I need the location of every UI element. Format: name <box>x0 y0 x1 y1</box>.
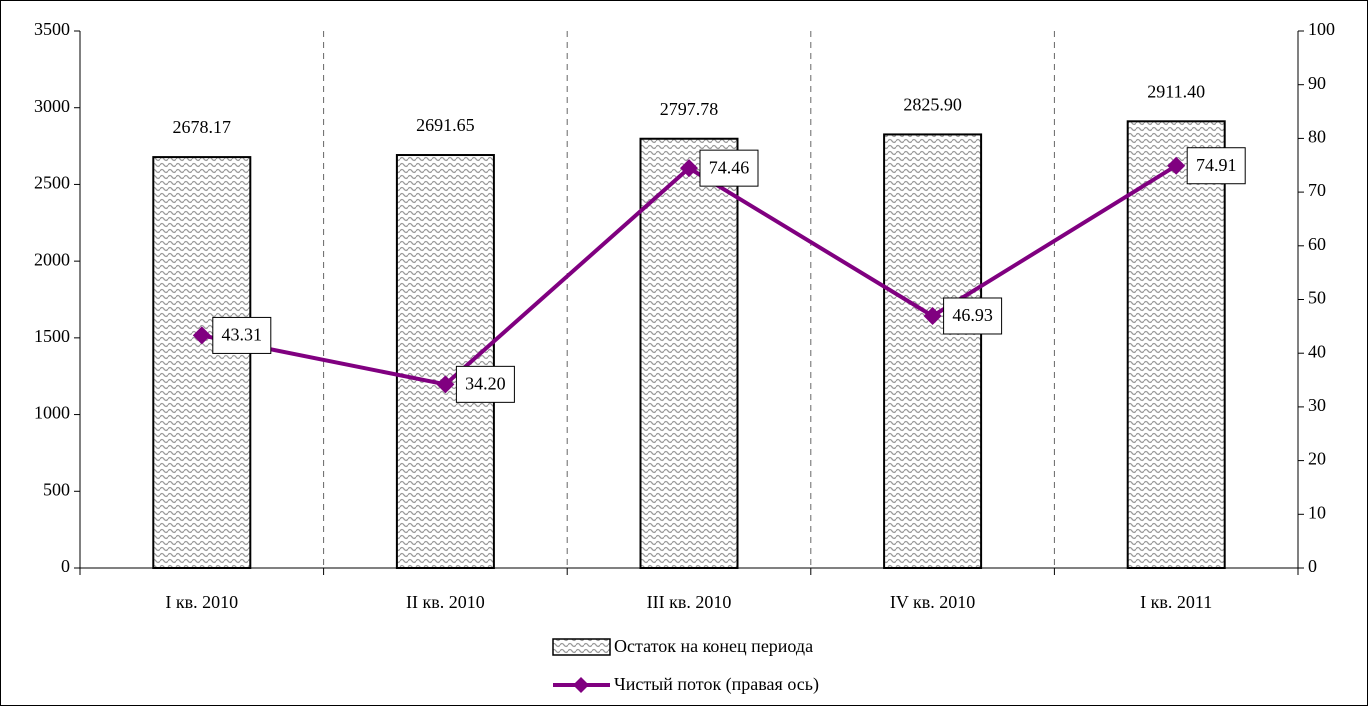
bar <box>395 154 495 569</box>
y2-tick-label: 70 <box>1308 180 1326 200</box>
value-label-box <box>1186 147 1246 185</box>
line-value-label: 46.93 <box>952 305 993 325</box>
bar <box>152 156 252 570</box>
y-tick-label: 0 <box>61 556 70 576</box>
x-tick-label: IV кв. 2010 <box>890 592 975 612</box>
value-label-box <box>699 149 759 187</box>
line-value-label: 43.31 <box>222 325 263 345</box>
legend-swatch <box>552 638 611 656</box>
y2-tick-label: 30 <box>1308 395 1326 415</box>
legend-label: Чистый поток (правая ось) <box>614 674 819 695</box>
y2-tick-label: 0 <box>1308 556 1317 576</box>
y-tick-label: 2500 <box>34 173 70 193</box>
x-tick-label: III кв. 2010 <box>647 592 732 612</box>
y2-tick-label: 20 <box>1308 449 1326 469</box>
y2-tick-label: 50 <box>1308 288 1326 308</box>
bar-value-label: 2911.40 <box>1147 81 1205 101</box>
value-label-box <box>943 297 1003 335</box>
line-marker <box>923 306 942 325</box>
line-value-label: 34.20 <box>465 373 506 393</box>
y2-tick-label: 90 <box>1308 73 1326 93</box>
y-tick-label: 3500 <box>34 19 70 39</box>
legend-marker <box>573 677 589 693</box>
y2-tick-label: 80 <box>1308 127 1326 147</box>
line-marker <box>192 326 211 345</box>
bar-value-label: 2797.78 <box>660 99 719 119</box>
line-value-label: 74.46 <box>709 157 750 177</box>
y-tick-label: 3000 <box>34 96 70 116</box>
bar <box>639 137 739 570</box>
line-marker <box>1167 156 1186 175</box>
x-tick-label: II кв. 2010 <box>406 592 485 612</box>
line-marker <box>436 375 455 394</box>
x-tick-label: I кв. 2010 <box>165 592 238 612</box>
y-tick-label: 2000 <box>34 249 70 269</box>
y2-tick-label: 10 <box>1308 502 1326 522</box>
y-tick-label: 1500 <box>34 326 70 346</box>
y-tick-label: 1000 <box>34 403 70 423</box>
x-tick-label: I кв. 2011 <box>1140 592 1212 612</box>
line-marker <box>680 159 698 178</box>
legend-label: Остаток на конец периода <box>614 636 813 656</box>
y2-tick-label: 40 <box>1308 341 1326 361</box>
bar-value-label: 2691.65 <box>416 115 475 135</box>
bar <box>883 133 983 569</box>
line-value-label: 74.91 <box>1196 155 1237 175</box>
y2-tick-label: 100 <box>1308 19 1335 39</box>
bar-value-label: 2678.17 <box>173 117 232 137</box>
value-label-box <box>455 365 515 403</box>
y2-tick-label: 60 <box>1308 234 1326 254</box>
y-tick-label: 500 <box>43 479 70 499</box>
value-label-box <box>212 316 272 354</box>
bar-value-label: 2825.90 <box>903 95 962 115</box>
bar <box>1126 120 1226 570</box>
